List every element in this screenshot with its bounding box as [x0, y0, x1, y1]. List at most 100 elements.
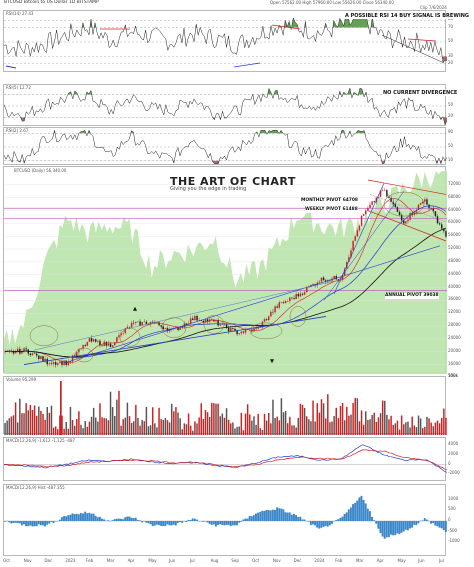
- candle-body: [362, 214, 365, 216]
- time-tick-label: Apr: [127, 558, 135, 563]
- histogram-bar: [115, 518, 118, 521]
- volume-bar: [160, 419, 162, 435]
- histogram-bar: [282, 509, 285, 521]
- volume-bar: [8, 418, 11, 435]
- ohlc-readout: Open 57562.00 High 57960.00 Low 55626.00…: [270, 0, 394, 5]
- volume-bar: [116, 399, 118, 435]
- histogram-bar: [335, 520, 338, 521]
- macd-plot[interactable]: [3, 437, 447, 481]
- rsi5-plot[interactable]: [3, 84, 447, 126]
- volume-bar: [61, 415, 63, 435]
- volume-bar: [225, 408, 228, 435]
- candle-body: [335, 276, 337, 280]
- candle-body: [350, 250, 352, 258]
- volume-bar: [179, 418, 181, 435]
- candle-body: [360, 215, 363, 226]
- histogram-bar: [373, 520, 376, 521]
- candle-body: [57, 363, 59, 365]
- volume-bar: [204, 409, 207, 435]
- candle-body: [428, 204, 430, 208]
- volume-bar: [92, 407, 95, 435]
- volume-bar: [360, 410, 363, 435]
- price-plot[interactable]: [3, 166, 447, 374]
- candle-body: [388, 196, 390, 198]
- candle-body: [244, 329, 247, 333]
- macd-axis: 4000 2000 0 -2000: [446, 437, 474, 481]
- candle-body: [179, 326, 181, 331]
- candle-body: [111, 345, 114, 347]
- candle-body: [67, 361, 70, 365]
- volume-bar: [324, 418, 327, 435]
- candle-body: [12, 351, 15, 354]
- axis-tick-label: 64000: [448, 206, 461, 212]
- rsi2-plot[interactable]: [3, 127, 447, 165]
- price-panel: 72000 68000 64000 60000 56000 52000 48000 44000…: [0, 166, 474, 374]
- volume-bar: [217, 403, 219, 435]
- volume-bar: [86, 426, 89, 435]
- volume-plot[interactable]: [3, 376, 447, 435]
- annual-pivot-note: ANNUAL PIVOT 39038: [385, 293, 439, 299]
- histogram-bar: [46, 521, 49, 525]
- candle-body: [92, 339, 95, 342]
- histogram-bar: [111, 520, 114, 521]
- volume-bar: [246, 404, 249, 435]
- support-trendline: [63, 245, 441, 364]
- histogram-bar: [4, 521, 6, 522]
- volume-bar: [280, 398, 283, 435]
- volume-bar: [354, 397, 356, 435]
- price-axis: 72000 68000 64000 60000 56000 52000 48000 44000…: [446, 166, 474, 373]
- histogram-bar: [227, 521, 230, 525]
- volume-bar: [428, 418, 430, 435]
- histogram-bar: [328, 521, 331, 526]
- candle-body: [124, 328, 127, 334]
- histogram-bar: [383, 521, 386, 539]
- histogram-bar: [141, 521, 144, 523]
- candle-body: [354, 236, 356, 241]
- histogram-bar: [145, 521, 148, 523]
- macd-series-line: [4, 449, 447, 471]
- volume-bar: [303, 407, 306, 435]
- histogram-bar: [269, 510, 272, 521]
- volume-bar: [293, 425, 295, 435]
- histogram-bar: [37, 521, 40, 525]
- histogram-bar: [94, 515, 97, 521]
- volume-bar: [407, 421, 409, 435]
- rsi14-plot[interactable]: [3, 10, 447, 72]
- candle-body: [120, 333, 122, 336]
- histogram-bar: [444, 521, 447, 532]
- axis-tick-label: 10: [448, 156, 454, 162]
- volume-bar: [38, 406, 40, 435]
- volume-bar: [130, 422, 133, 435]
- histogram-bar: [347, 509, 350, 521]
- candle-body: [65, 360, 67, 365]
- candle-body: [400, 214, 403, 221]
- histogram-bar: [411, 521, 414, 528]
- candle-body: [394, 204, 397, 208]
- histogram-bar: [246, 518, 249, 521]
- histogram-bar: [267, 510, 270, 521]
- volume-bar: [52, 427, 55, 435]
- volume-bar: [369, 419, 371, 435]
- candle-body: [198, 320, 200, 321]
- histogram-bar: [345, 512, 348, 521]
- histogram-bar: [309, 521, 312, 526]
- histogram-bar: [149, 521, 152, 525]
- volume-bar: [192, 430, 194, 435]
- candle-body: [240, 331, 243, 334]
- arrow-mark: [5, 65, 17, 69]
- volume-bar: [440, 418, 443, 435]
- volume-bar: [44, 419, 46, 435]
- volume-bar: [312, 400, 314, 435]
- volume-bar: [318, 412, 321, 435]
- time-tick-label: Dec: [293, 558, 302, 563]
- histogram-bar: [415, 521, 418, 526]
- histogram-bar: [132, 518, 135, 521]
- time-tick-label: Oct: [252, 558, 260, 563]
- volume-bar: [305, 416, 308, 435]
- histogram-bar: [303, 519, 306, 521]
- candle-body: [436, 216, 439, 224]
- macd-hist-plot[interactable]: [3, 484, 447, 556]
- histogram-bar: [29, 521, 32, 526]
- volume-bar: [392, 424, 394, 435]
- candle-body: [196, 315, 198, 321]
